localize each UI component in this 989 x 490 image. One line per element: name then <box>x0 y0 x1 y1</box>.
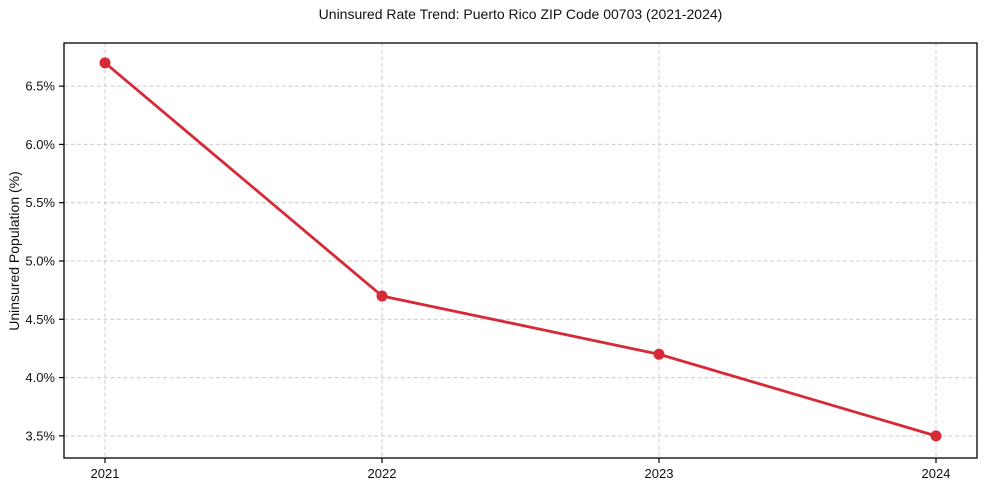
y-tick-label: 3.5% <box>25 428 55 443</box>
data-point-marker <box>653 348 665 360</box>
x-tick-label: 2022 <box>368 466 397 481</box>
y-tick-label: 4.0% <box>25 370 55 385</box>
y-tick-label: 6.5% <box>25 79 55 94</box>
plot-border <box>63 42 978 459</box>
data-point-marker <box>99 57 111 69</box>
chart-title: Uninsured Rate Trend: Puerto Rico ZIP Co… <box>318 6 723 22</box>
y-tick-label: 5.5% <box>25 195 55 210</box>
data-point-marker <box>376 290 388 302</box>
x-tick-label: 2021 <box>91 466 120 481</box>
y-tick-label: 6.0% <box>25 137 55 152</box>
x-tick-label: 2024 <box>922 466 951 481</box>
data-point-marker <box>930 430 942 442</box>
y-tick-label: 5.0% <box>25 253 55 268</box>
trend-line <box>103 61 938 438</box>
x-tick-label: 2023 <box>645 466 674 481</box>
y-tick-label: 4.5% <box>25 312 55 327</box>
